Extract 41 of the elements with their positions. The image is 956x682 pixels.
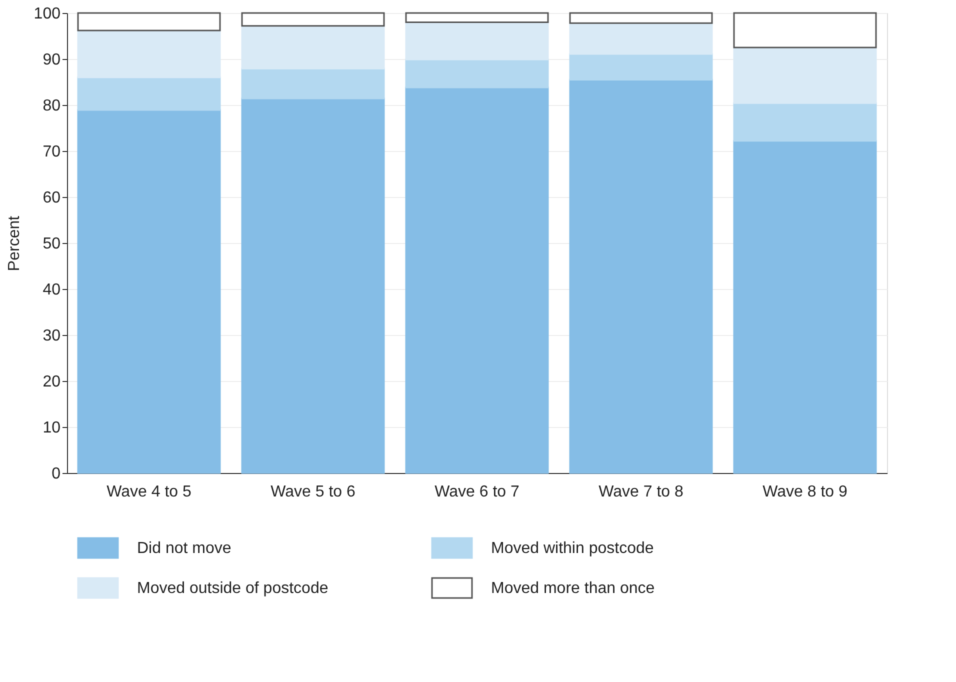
bar [77,76,221,111]
legend-label: Moved within postcode [491,540,654,557]
y-tick-label: 90 [42,52,61,68]
bar [733,140,877,474]
y-tick-label: 100 [34,6,61,22]
legend-label: Moved outside of postcode [137,580,328,597]
bar [241,12,385,27]
x-tick-label: Wave 6 to 7 [434,484,520,500]
bar [733,102,877,142]
bar [569,78,713,474]
y-tick-label: 70 [42,144,61,160]
bar [569,22,713,55]
y-tick-label: 80 [42,98,61,114]
y-tick-label: 10 [42,420,61,436]
bar [405,12,549,23]
x-tick-label: Wave 5 to 6 [270,484,356,500]
bar [241,68,385,100]
bar [241,98,385,474]
bar [405,58,549,88]
y-tick-label: 40 [42,282,61,298]
bar [569,53,713,80]
bar [241,25,385,70]
y-tick-label: 20 [42,374,61,390]
bar [405,86,549,474]
bar [733,46,877,104]
y-tick-label: 50 [42,236,61,252]
bar [77,109,221,474]
x-tick-label: Wave 4 to 5 [106,484,192,500]
bar [569,12,713,24]
bar [733,12,877,48]
y-tick-label: 30 [42,328,61,344]
bar [77,12,221,32]
y-tick-label: 60 [42,190,61,206]
y-axis-title: Percent [6,215,23,272]
legend-label: Moved more than once [491,580,655,597]
legend-label: Did not move [137,540,232,557]
x-tick-label: Wave 7 to 8 [598,484,684,500]
x-tick-label: Wave 8 to 9 [762,484,848,500]
y-tick-label: 0 [52,466,61,482]
bar [77,30,221,78]
bar [405,21,549,60]
